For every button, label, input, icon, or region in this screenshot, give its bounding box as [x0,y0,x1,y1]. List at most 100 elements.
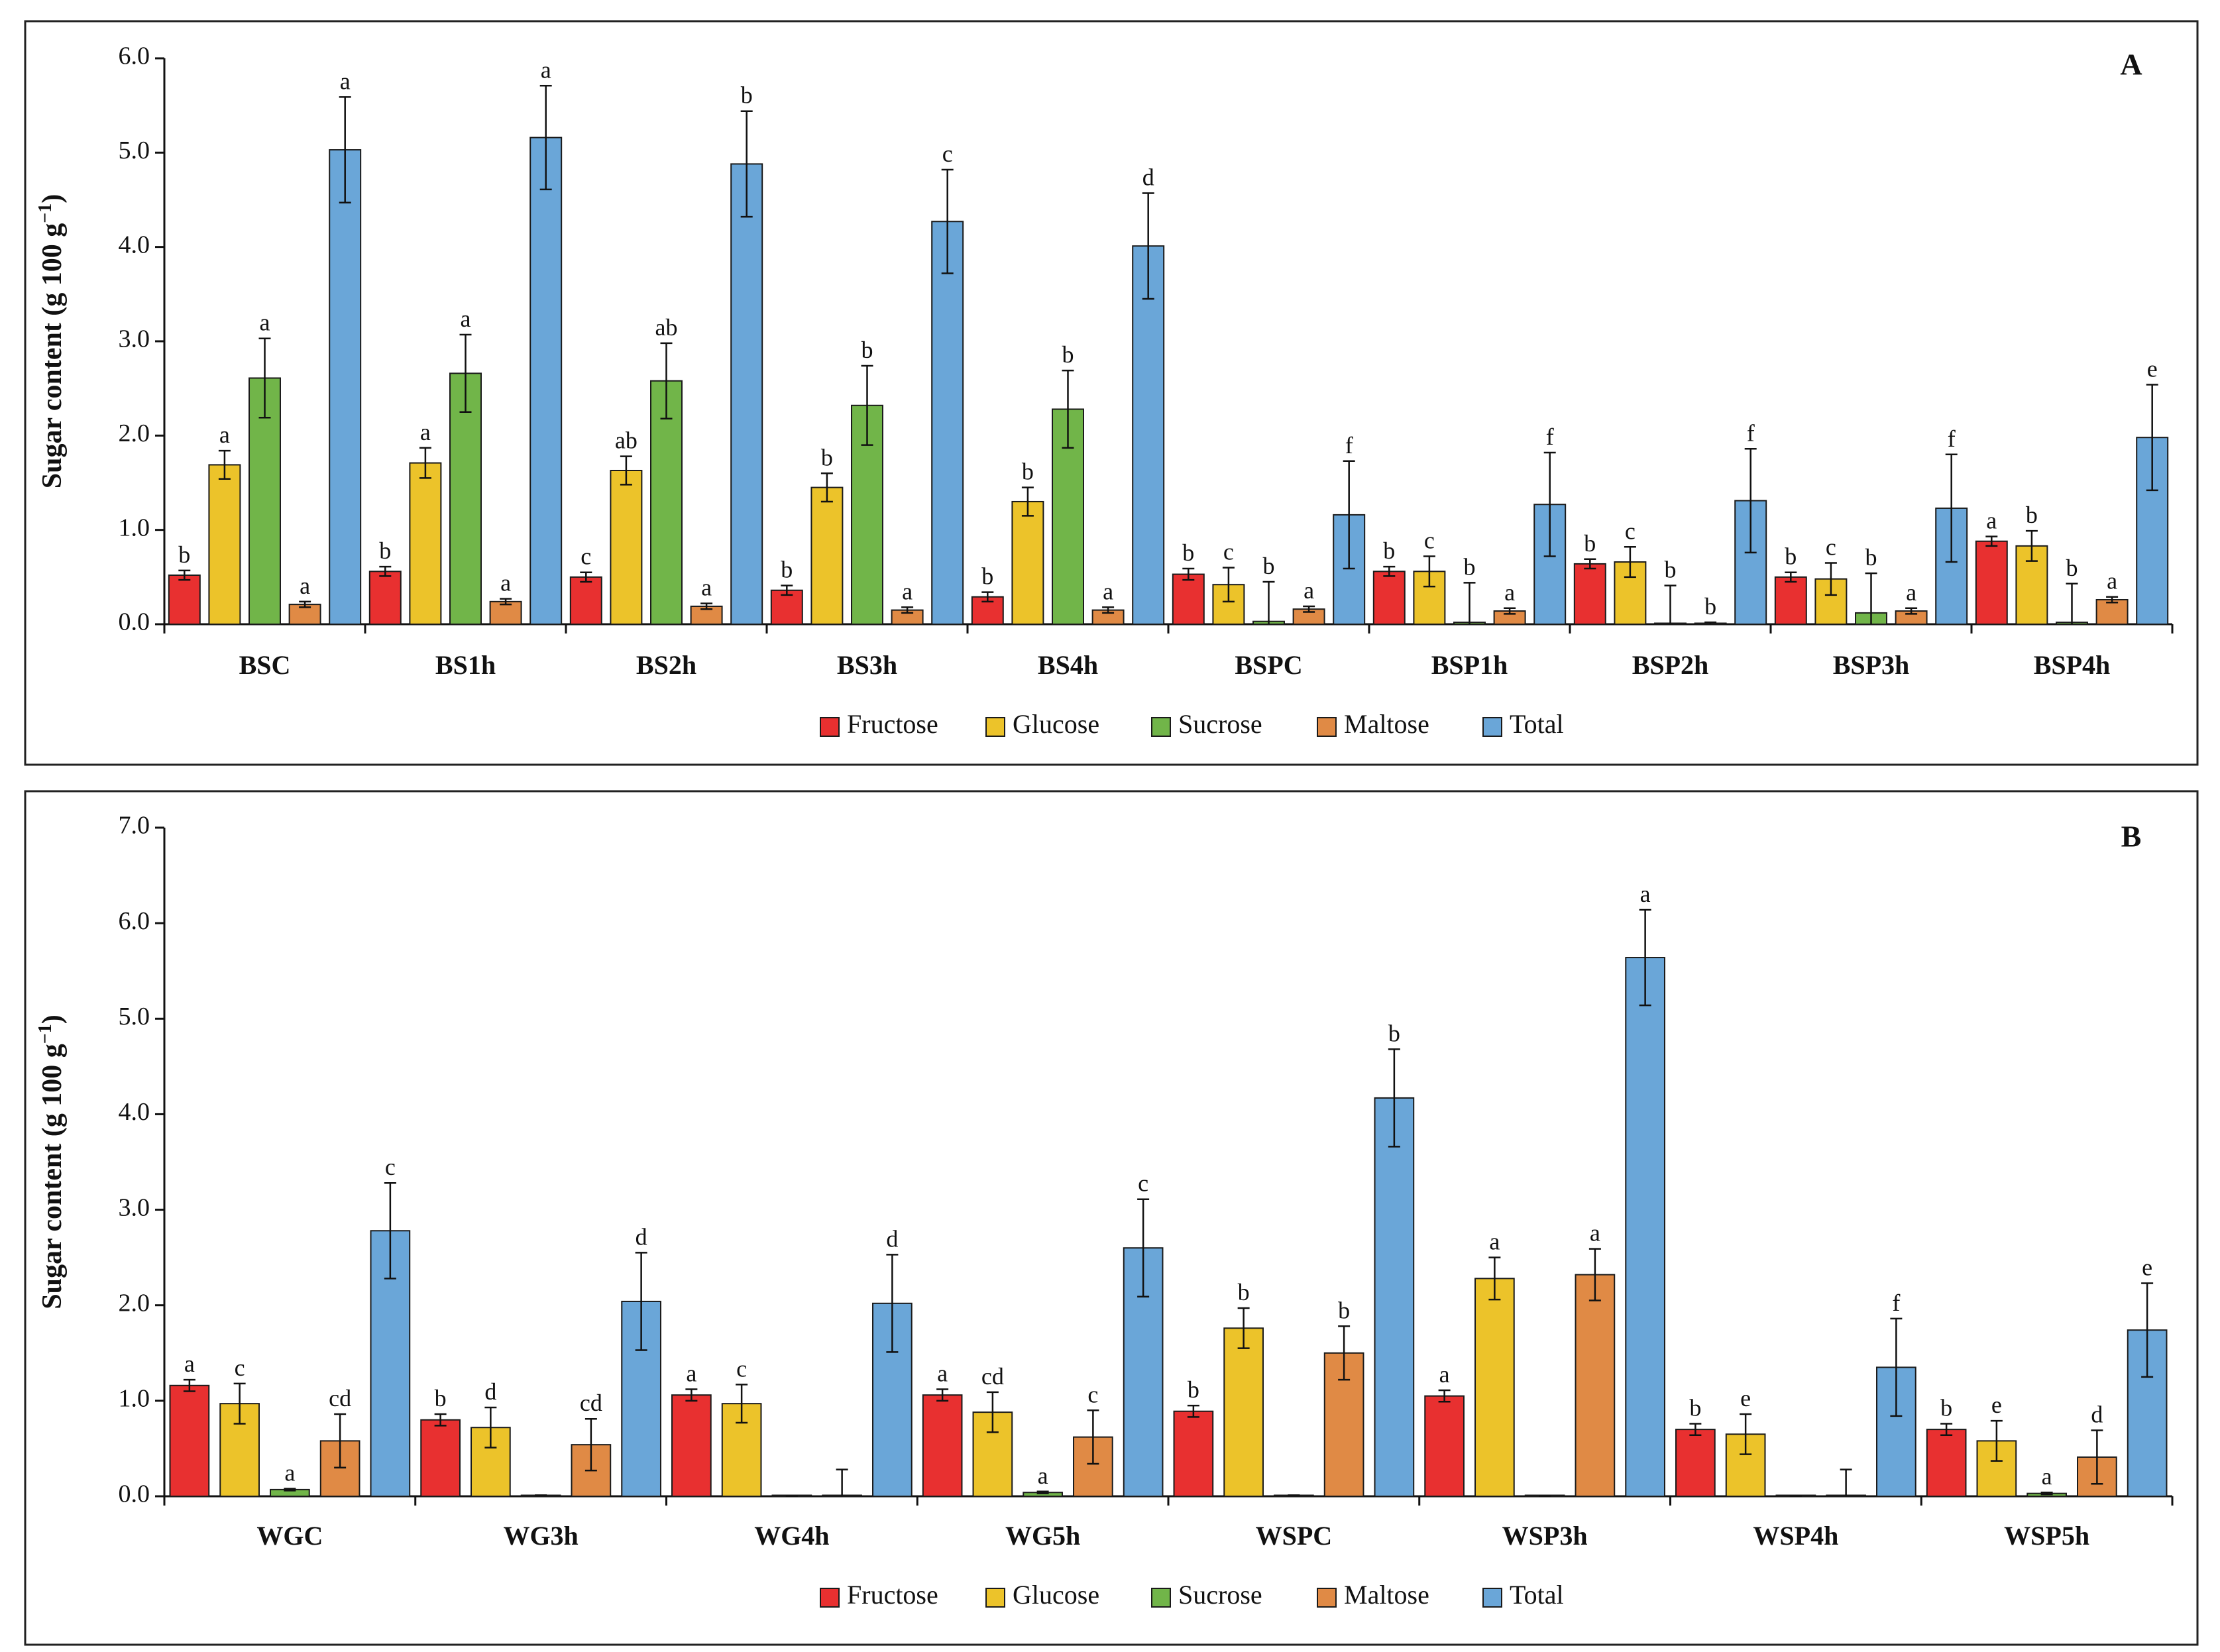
panel-b-frame [24,790,2199,1646]
significance-letter-WG5h-sucrose: a [1038,1462,1048,1489]
category-label-WSP5h: WSP5h [2004,1521,2089,1551]
significance-letter-BS4h-sucrose: b [1062,341,1074,368]
significance-letter-BSC-glucose: a [219,421,230,448]
legend-label-maltose-a: Maltose [1344,709,1429,739]
panel-a: A 0.0 1.0 2.0 3.0 4.0 5.0 6.0 Sugar content (g 1… [24,20,2199,766]
significance-letter-WSP4h-fructose: b [1689,1394,1701,1421]
significance-letter-WSP4h-total: f [1892,1290,1900,1316]
y-tick-label-a-5: 5.0 [119,137,150,164]
bar-WSP4h-fructose [1675,1429,1716,1498]
y-tick-label-a-3: 3.0 [119,325,150,353]
category-label-BSP2h: BSP2h [1632,650,1709,680]
significance-letter-WSP5h-fructose: b [1940,1394,1952,1421]
category-label-BS4h: BS4h [1038,650,1098,680]
bar-WSP3h-glucose [1474,1278,1515,1497]
bar-WG3h-fructose [420,1419,461,1498]
significance-letter-BS2h-fructose: c [581,543,591,570]
y-tick-label-b-4: 4.0 [119,1098,150,1126]
significance-letter-WGC-sucrose: a [284,1459,295,1486]
bar-BSC-total [329,149,362,625]
bar-WG5h-fructose [922,1394,963,1497]
category-label-WSP3h: WSP3h [1502,1521,1588,1551]
bar-BSP1h-fructose [1372,571,1406,625]
bar-BS3h-fructose [770,589,803,626]
significance-letter-WG5h-maltose: c [1087,1381,1098,1407]
legend-a: Fructose Glucose Sucrose Maltose Total [820,709,1564,739]
legend-label-glucose-b: Glucose [1013,1580,1099,1610]
bar-BS2h-glucose [610,469,643,625]
significance-letter-WSPC-fructose: b [1188,1376,1199,1403]
significance-letter-BSP1h-fructose: b [1383,537,1395,564]
panel-a-frame [24,20,2199,766]
significance-letter-WSP5h-glucose: e [1991,1392,2002,1418]
legend-swatch-maltose-b [1317,1588,1337,1608]
significance-letter-WSPC-maltose: b [1338,1297,1350,1323]
y-tick-label-b-2: 2.0 [119,1289,150,1317]
significance-letter-BSP1h-sucrose: b [1464,553,1476,580]
y-tick-label-a-4: 4.0 [119,231,150,258]
significance-letter-BS1h-maltose: a [500,570,511,596]
category-label-WSP4h: WSP4h [1753,1521,1838,1551]
legend-label-maltose-b: Maltose [1344,1580,1429,1610]
significance-letter-BSC-total: a [340,68,351,94]
significance-letter-WG4h-total: d [886,1225,898,1252]
significance-letter-BSP2h-total: f [1747,419,1755,446]
significance-letter-BSP1h-total: f [1546,423,1554,450]
significance-letter-WSP5h-maltose: d [2091,1402,2103,1428]
significance-letter-BSP3h-maltose: a [1906,579,1916,606]
significance-letter-BSP3h-sucrose: b [1865,544,1877,571]
category-label-BS1h: BS1h [435,650,496,680]
significance-letter-WSP5h-sucrose: a [2042,1463,2052,1490]
panel-b-label: B [2121,820,2142,854]
bar-WGC-fructose [169,1384,210,1497]
bar-WG4h-fructose [671,1394,712,1497]
bar-BSP4h-fructose [1975,540,2008,625]
legend-swatch-glucose-b [985,1588,1005,1608]
significance-letter-BSPC-maltose: a [1304,577,1314,604]
significance-letter-BS1h-glucose: a [420,419,431,445]
significance-letter-BS1h-total: a [541,56,551,83]
significance-letter-BSP2h-sucrose: b [1665,557,1677,583]
significance-letter-BSPC-fructose: b [1182,539,1194,566]
legend-label-total-b: Total [1510,1580,1564,1610]
bar-WSPC-fructose [1173,1410,1214,1498]
significance-letter-BS1h-sucrose: a [461,305,471,332]
significance-letter-BS4h-maltose: a [1103,578,1113,604]
significance-letter-WG3h-glucose: d [484,1378,496,1405]
significance-letter-WGC-fructose: a [184,1350,195,1377]
bar-WSP3h-fructose [1424,1395,1465,1497]
significance-letter-WSP3h-total: a [1640,881,1651,907]
significance-letter-BSP2h-glucose: c [1625,518,1636,544]
category-label-WG4h: WG4h [754,1521,829,1551]
category-label-BS3h: BS3h [837,650,897,680]
significance-letter-WG5h-glucose: cd [981,1363,1004,1390]
significance-letter-BSP3h-total: f [1948,425,1956,452]
significance-letter-BSP3h-fructose: b [1785,543,1797,570]
bar-WSP3h-total [1625,957,1665,1497]
category-label-BSP1h: BSP1h [1431,650,1508,680]
significance-letter-BSP2h-maltose: b [1704,593,1716,620]
significance-letter-WGC-glucose: c [235,1354,245,1381]
significance-letter-BSC-fructose: b [178,541,190,568]
bar-BS3h-total [931,221,964,625]
significance-letter-BS2h-total: b [741,82,753,109]
legend-b: Fructose Glucose Sucrose Maltose Total [820,1580,1564,1610]
significance-letter-WG3h-maltose: cd [580,1390,602,1416]
significance-letter-BS3h-total: c [942,140,953,167]
legend-swatch-fructose-a [820,717,840,737]
bar-WSP3h-maltose [1575,1274,1616,1498]
significance-letter-BSP1h-glucose: c [1424,527,1435,554]
bar-BS2h-total [730,163,763,625]
significance-letter-BSP4h-fructose: a [1986,508,1997,534]
category-label-BSP4h: BSP4h [2034,650,2111,680]
bar-BSP3h-fructose [1774,576,1807,625]
y-tick-label-b-0: 0.0 [119,1480,150,1508]
significance-letter-WSP3h-glucose: a [1489,1229,1500,1255]
y-axis-title-a: Sugar content (g 100 g−1) [35,194,68,489]
significance-letter-BS4h-fructose: b [981,563,993,590]
significance-letter-BS3h-sucrose: b [861,337,873,363]
significance-letter-WSP5h-total: e [2142,1254,2152,1281]
significance-letter-BS3h-glucose: b [821,444,833,470]
legend-swatch-total-a [1482,717,1502,737]
legend-label-glucose-a: Glucose [1013,709,1099,739]
